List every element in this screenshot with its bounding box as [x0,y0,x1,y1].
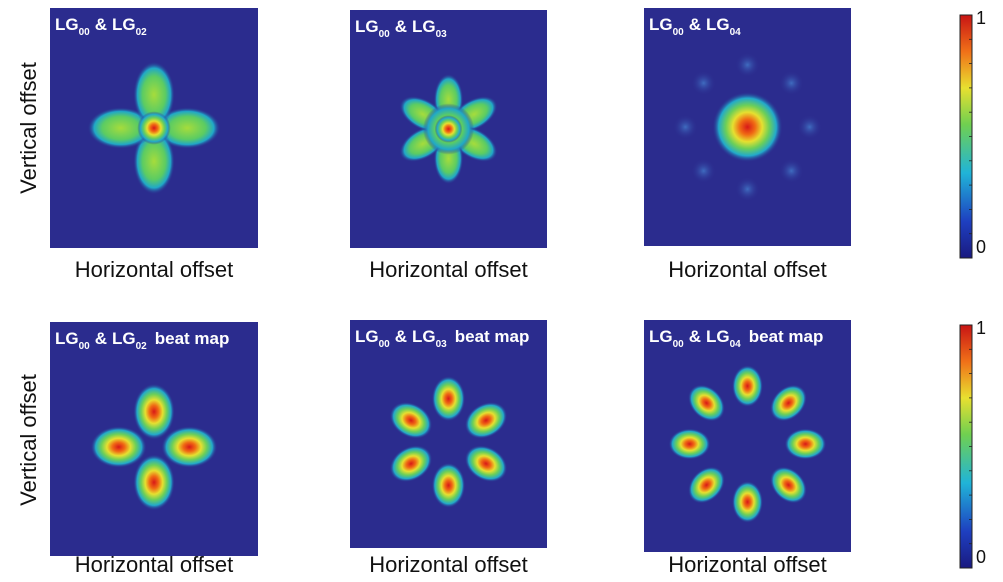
title-part: LG [649,327,673,346]
intensity-lobe [133,61,175,128]
title-part: 00 [79,341,91,352]
x-axis-label: Horizontal offset [668,257,827,282]
title-part: beat map [455,327,530,346]
colorbar-min-label: 0 [976,547,986,567]
intensity-lobe [731,481,764,523]
title-part: & [395,327,407,346]
title-part: & [95,15,107,34]
intensity-lobe [688,466,725,504]
intensity-lobe [672,114,698,140]
title-part: LG [706,327,730,346]
title-part: LG [412,327,436,346]
title-part: & [689,15,701,34]
intensity-lobe [161,426,218,468]
intensity-lobe [464,445,508,483]
intensity-lobe [668,428,711,460]
x-axis-label: Horizontal offset [369,552,528,577]
title-part: LG [55,329,79,348]
colorbar-min-label: 0 [976,237,986,257]
title-part: 02 [136,27,148,38]
intensity-lobe [735,176,760,202]
intensity-lobe [133,454,175,511]
title-part: 03 [436,29,448,40]
title-part: 00 [379,29,391,40]
colorbar-max-label: 1 [976,8,986,28]
x-axis-label: Horizontal offset [75,257,234,282]
intensity-lobe [87,107,154,149]
title-part: LG [355,17,379,36]
title-part: LG [112,15,136,34]
intensity-lobe [688,384,725,422]
intensity-lobe [133,128,175,195]
intensity-lobe [133,383,175,440]
intensity-lobe [784,428,827,460]
intensity-lobe [154,107,221,149]
title-part: 00 [379,339,391,350]
title-part: LG [412,17,436,36]
y-axis-label: Vertical offset [16,62,41,194]
title-part: 03 [436,339,448,350]
title-part: 00 [673,27,685,38]
x-axis-label: Horizontal offset [668,552,827,577]
intensity-lobe [770,466,807,504]
panel-title: LG00 & LG04 beat map [649,327,823,350]
intensity-lobe [691,70,717,96]
intensity-lobe [797,114,823,140]
intensity-lobe [431,376,466,422]
title-part: 00 [79,27,91,38]
intensity-lobe [770,384,807,422]
title-part: beat map [749,327,824,346]
intensity-lobe [434,115,463,143]
panel-title: LG00 & LG02 beat map [55,329,229,352]
panel-title: LG00 & LG04 [649,15,741,38]
intensity-lobe [137,111,171,145]
panel-title: LG00 & LG02 [55,15,147,38]
title-part: 04 [730,339,742,350]
title-part: 04 [730,27,742,38]
title-part: 00 [673,339,685,350]
intensity-lobe [731,365,764,407]
intensity-lobe [464,401,508,439]
intensity-lobe [90,426,147,468]
panel-title: LG00 & LG03 beat map [355,327,529,350]
title-part: 02 [136,341,148,352]
title-part: LG [355,327,379,346]
y-axis-label: Vertical offset [16,374,41,506]
intensity-lobe [431,462,466,508]
intensity-lobe [389,401,433,439]
intensity-lobe [691,158,717,184]
title-part: LG [55,15,79,34]
colorbar-max-label: 1 [976,318,986,338]
x-axis-label: Horizontal offset [369,257,528,282]
x-axis-label: Horizontal offset [75,552,234,577]
title-part: LG [112,329,136,348]
intensity-lobe [389,445,433,483]
title-part: & [95,329,107,348]
intensity-lobe [778,158,804,184]
intensity-lobe [778,70,804,96]
title-part: LG [649,15,673,34]
title-part: & [395,17,407,36]
intensity-lobe [712,91,783,163]
title-part: & [689,327,701,346]
heatmap-background [350,320,547,548]
panel-title: LG00 & LG03 [355,17,447,40]
intensity-lobe [735,52,760,78]
title-part: beat map [155,329,230,348]
title-part: LG [706,15,730,34]
